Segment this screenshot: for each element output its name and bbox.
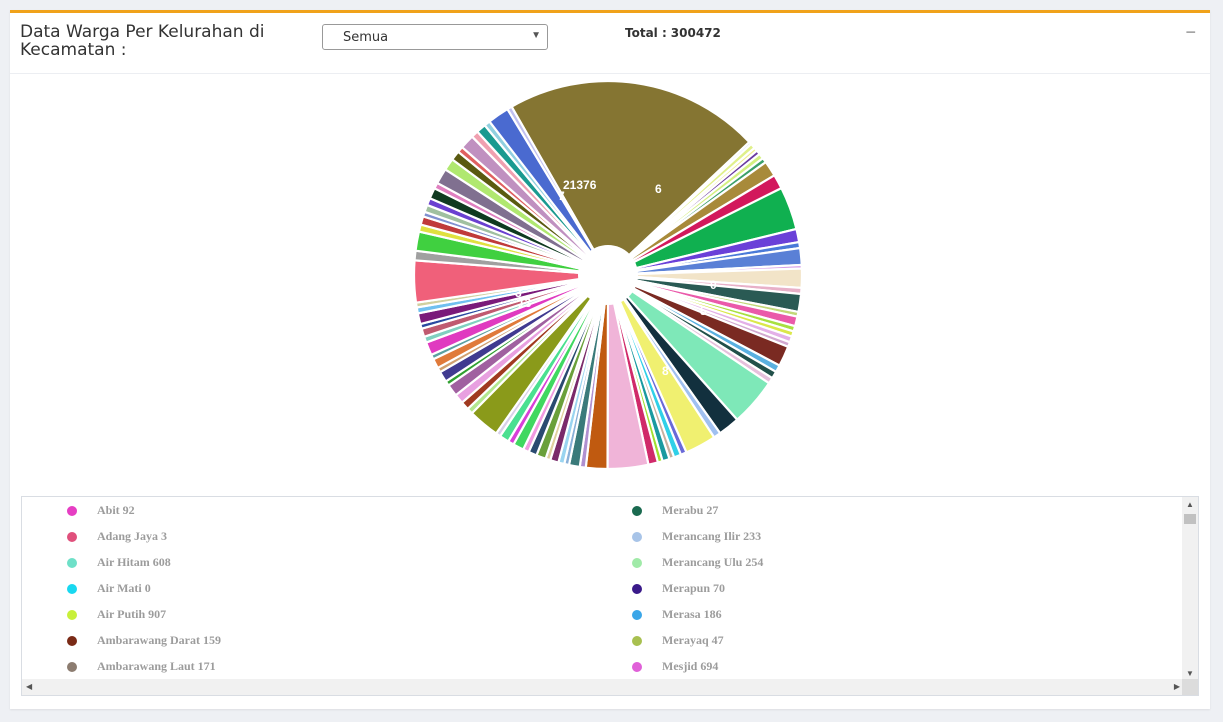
slice-value-label: 7 (558, 189, 565, 203)
legend-column-left: Abit 92 Adang Jaya 3 Air Hitam 608 Air Mati… (22, 497, 582, 679)
legend-item[interactable]: Abit 92 (22, 497, 582, 523)
legend-item[interactable]: Merabu 27 (587, 497, 1147, 523)
scroll-right-icon[interactable]: ▶ (1173, 682, 1180, 691)
legend-item[interactable]: Merancang Ilir 233 (587, 523, 1147, 549)
legend-label: Air Mati 0 (97, 581, 151, 595)
legend-label: Air Hitam 608 (97, 555, 171, 569)
legend-dot-icon (632, 532, 642, 542)
legend-item[interactable]: Merayaq 47 (587, 627, 1147, 653)
legend-label: Merabu 27 (662, 503, 719, 517)
legend-dot-icon (632, 584, 642, 594)
total-value: 300472 (670, 26, 721, 40)
pie-center (578, 245, 638, 305)
legend-item[interactable]: Air Putih 907 (22, 601, 582, 627)
panel-title: Data Warga Per Kelurahan di Kecamatan : (20, 22, 265, 60)
legend-dot-icon (632, 558, 642, 568)
legend-item[interactable]: Merapun 70 (587, 575, 1147, 601)
legend-label: Mesjid 694 (662, 659, 719, 673)
legend-label: Merapun 70 (662, 581, 725, 595)
slice-value-label: 8 (662, 364, 669, 378)
total-display: Total :300472 (625, 26, 721, 40)
slice-value-label: 5 (700, 304, 707, 318)
panel-header: Data Warga Per Kelurahan di Kecamatan : … (10, 13, 1210, 74)
scroll-left-icon[interactable]: ◀ (26, 682, 33, 691)
legend-item[interactable]: Adang Jaya 3 (22, 523, 582, 549)
legend-item[interactable]: Ambarawang Laut 171 (22, 653, 582, 679)
legend-dot-icon (632, 610, 642, 620)
legend-item[interactable]: Ambarawang Darat 159 (22, 627, 582, 653)
legend-dot-icon (67, 532, 77, 542)
legend-label: Merancang Ulu 254 (662, 555, 764, 569)
legend-dot-icon (67, 636, 77, 646)
slice-value-label: 6 (655, 182, 662, 196)
legend-item[interactable]: Merasa 186 (587, 601, 1147, 627)
legend-dot-icon (632, 506, 642, 516)
legend-label: Merasa 186 (662, 607, 722, 621)
legend-column-right: Merabu 27 Merancang Ilir 233 Merancang Ulu… (587, 497, 1147, 679)
legend-label: Abit 92 (97, 503, 135, 517)
legend-dot-icon (67, 584, 77, 594)
legend-dot-icon (632, 636, 642, 646)
kecamatan-select-value: Semua (343, 30, 389, 45)
legend-item[interactable]: Air Hitam 608 (22, 549, 582, 575)
legend-vertical-scrollbar[interactable]: ▲ ▼ (1182, 497, 1198, 681)
legend-label: Adang Jaya 3 (97, 529, 168, 543)
data-warga-panel: Data Warga Per Kelurahan di Kecamatan : … (10, 10, 1210, 709)
legend-dot-icon (67, 558, 77, 568)
collapse-button[interactable]: − (1185, 22, 1196, 42)
scroll-thumb[interactable] (1184, 514, 1196, 524)
pie-slice[interactable] (510, 79, 751, 277)
slice-value-label: 21376 (563, 178, 597, 192)
legend-label: Merancang Ilir 233 (662, 529, 762, 543)
legend-item[interactable]: Mesjid 694 (587, 653, 1147, 679)
legend-label: Ambarawang Darat 159 (97, 633, 221, 647)
scroll-down-icon[interactable]: ▼ (1186, 669, 1194, 678)
legend-item[interactable]: Merancang Ulu 254 (587, 549, 1147, 575)
total-label: Total : (625, 26, 667, 40)
chart-legend: Abit 92 Adang Jaya 3 Air Hitam 608 Air Mati… (21, 496, 1199, 696)
slice-value-label: 0 (710, 278, 717, 292)
legend-horizontal-scrollbar[interactable]: ◀ ▶ (22, 679, 1184, 695)
legend-dot-icon (632, 662, 642, 672)
legend-dot-icon (67, 610, 77, 620)
legend-dot-icon (67, 506, 77, 516)
chevron-down-icon: ▼ (531, 30, 541, 41)
legend-label: Merayaq 47 (662, 633, 724, 647)
scroll-up-icon[interactable]: ▲ (1186, 500, 1194, 509)
kecamatan-select[interactable]: Semua ▼ (322, 24, 548, 50)
slice-value-label: 3 (515, 286, 522, 300)
pie-chart-area: 21376 7 6 0 3 13 5 8 (10, 75, 1210, 495)
scrollbar-corner (1182, 679, 1198, 695)
legend-label: Air Putih 907 (97, 607, 167, 621)
slice-value-label: 13 (518, 296, 532, 310)
legend-dot-icon (67, 662, 77, 672)
pie-slice[interactable] (505, 105, 609, 276)
legend-label: Ambarawang Laut 171 (97, 659, 216, 673)
legend-item[interactable]: Air Mati 0 (22, 575, 582, 601)
